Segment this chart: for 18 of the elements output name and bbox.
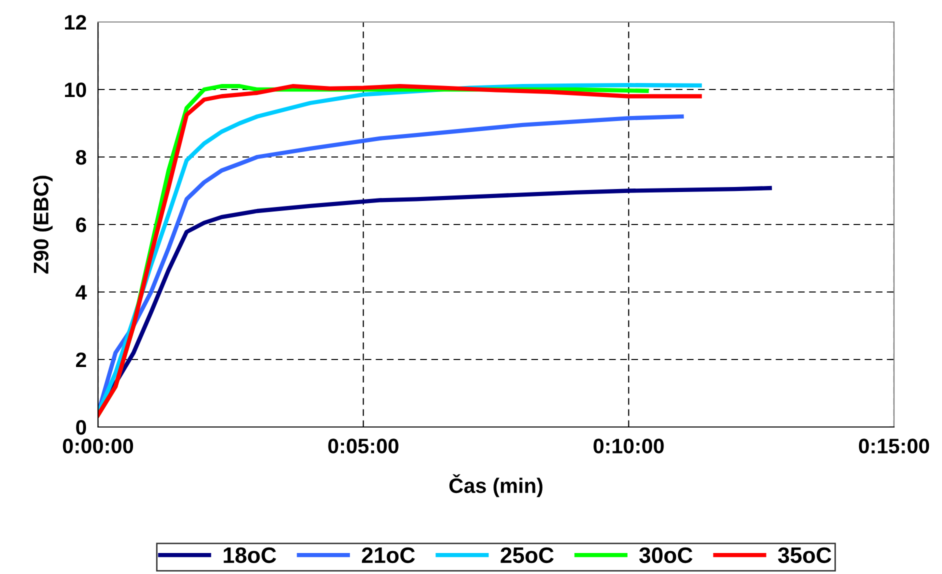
x-tick-label: 0:05:00 [328,438,398,454]
y-tick-label: 6 [76,218,86,232]
legend-label: 25oC [500,547,554,564]
legend-label: 30oC [639,547,692,564]
y-tick-label: 4 [76,285,87,300]
y-tick-label: 12 [65,15,86,30]
x-tick-label: 0:10:00 [594,438,664,454]
y-tick-label: 0 [76,420,86,435]
legend-label: 35oC [778,547,832,564]
x-tick-label: 0:15:00 [858,438,930,454]
legend-label: 21oC [362,547,415,564]
y-tick-label: 10 [65,82,86,98]
y-tick-label: 2 [76,352,86,368]
y-axis-title: Z90 (EBC) [33,176,53,274]
legend-label: 18oC [224,547,276,564]
x-tick-label: 0:00:00 [62,438,134,454]
y-tick-label: 8 [76,150,86,165]
x-axis-title: Čas (min) [449,474,542,498]
